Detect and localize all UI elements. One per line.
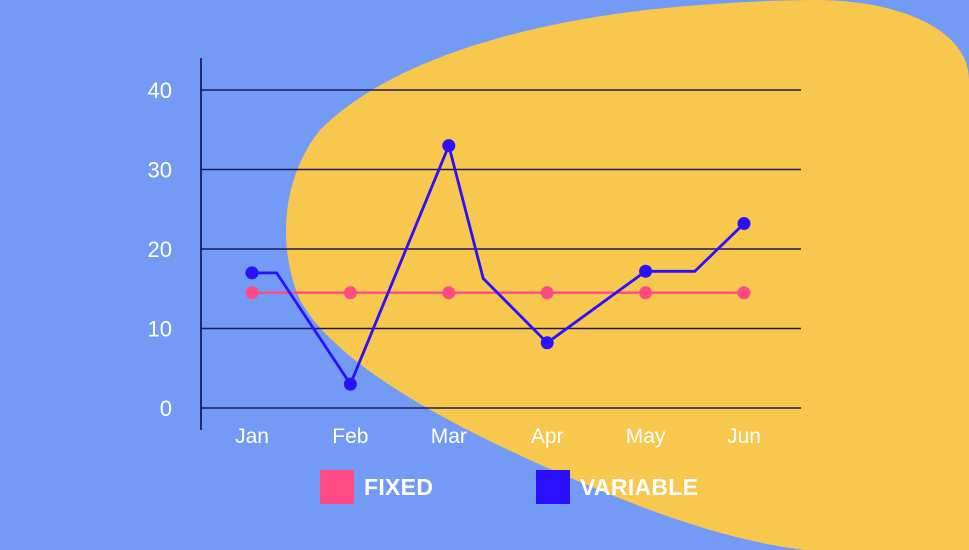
x-tick-label-jun: Jun [727,425,761,448]
data-point-variable-5 [540,336,554,350]
grid-layer [201,89,801,409]
legend: FIXED VARIABLE [0,470,969,506]
series-layer [245,139,751,391]
x-tick-label-apr: Apr [531,425,564,448]
x-tick-label-jan: Jan [235,425,269,448]
x-tick-label-feb: Feb [332,425,368,448]
data-point-fixed-2 [442,286,456,300]
x-tick-label-may: May [626,425,666,448]
y-tick-label-40: 40 [148,78,172,103]
data-point-variable-0 [245,266,259,280]
data-point-variable-6 [639,264,653,278]
series-line-variable [252,141,745,388]
x-tick-label-mar: Mar [431,425,467,448]
data-point-fixed-1 [343,286,357,300]
data-point-fixed-5 [737,286,751,300]
legend-item-variable: VARIABLE [536,470,698,504]
y-tick-label-10: 10 [148,317,172,342]
legend-swatch-variable [536,470,570,504]
y-tick-labels: 0 10 20 30 40 [148,78,172,421]
x-tick-labels: Jan Feb Mar Apr May Jun [235,425,761,448]
legend-item-fixed: FIXED [320,470,433,504]
legend-swatch-fixed [320,470,354,504]
data-point-variable-2 [343,377,357,391]
data-point-fixed-0 [245,286,259,300]
y-tick-label-20: 20 [148,237,172,262]
data-point-variable-8 [737,217,751,231]
blob-shape [286,0,969,550]
y-tick-label-0: 0 [160,396,172,421]
data-point-fixed-4 [639,286,653,300]
legend-label-variable: VARIABLE [580,473,699,500]
legend-label-fixed: FIXED [364,473,434,500]
data-point-fixed-3 [540,286,554,300]
y-tick-label-30: 30 [148,158,172,183]
data-point-variable-3 [442,139,456,153]
